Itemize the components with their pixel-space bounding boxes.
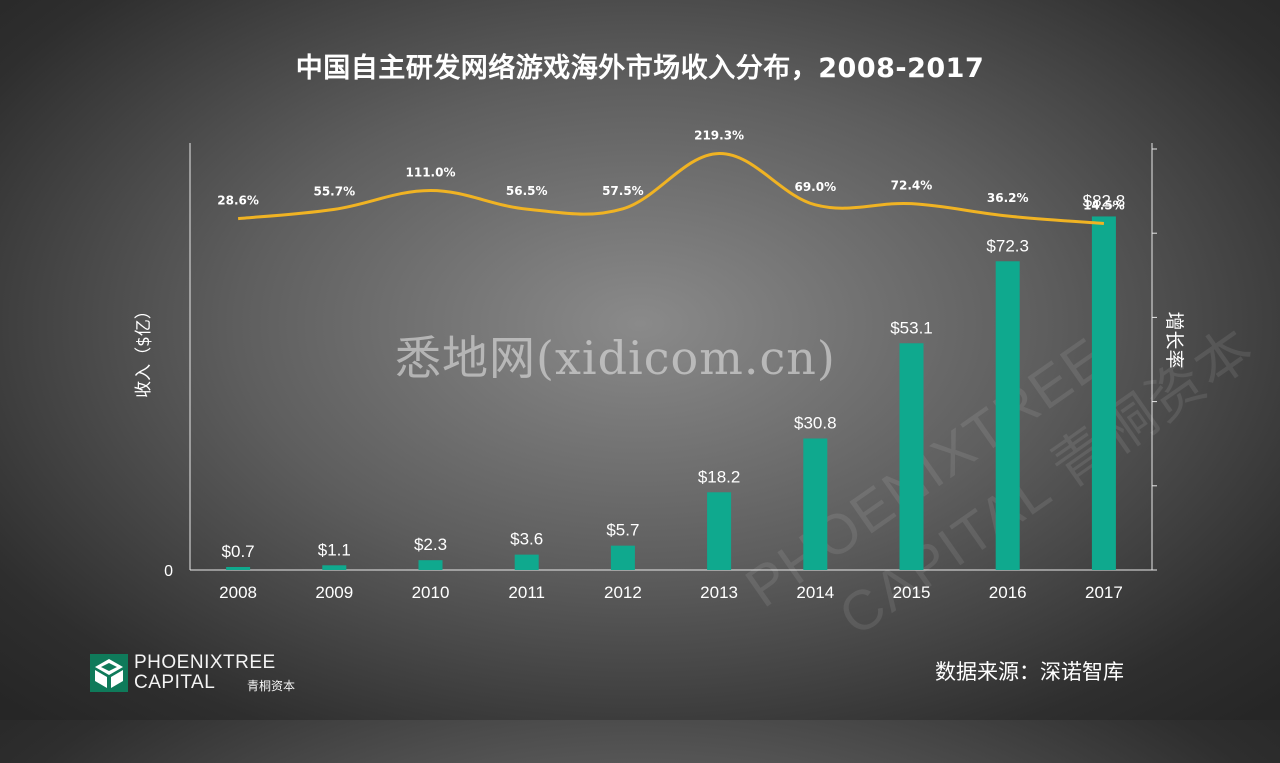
growth-value-label: 36.2% — [987, 191, 1029, 205]
logo-name-line1: PHOENIXTREE — [134, 652, 276, 674]
x-tick-label: 2011 — [508, 583, 545, 602]
x-tick-label: 2016 — [989, 583, 1027, 602]
bar-value-label: $0.7 — [222, 542, 255, 561]
growth-line — [238, 153, 1104, 223]
bar-value-label: $2.3 — [414, 535, 447, 554]
growth-value-label: 57.5% — [602, 184, 644, 198]
bar-value-label: $1.1 — [318, 540, 351, 559]
y-axis-label-right: 增长率 — [1163, 290, 1189, 390]
growth-value-label: 14.5% — [1083, 198, 1125, 212]
logo-name-chinese: 青桐资本 — [247, 677, 295, 694]
bar — [803, 438, 827, 570]
bar — [900, 343, 924, 570]
growth-value-label: 111.0% — [406, 165, 456, 179]
growth-value-label: 56.5% — [506, 184, 548, 198]
bar-value-label: $72.3 — [986, 236, 1029, 255]
bar-value-label: $53.1 — [890, 318, 933, 337]
x-tick-label: 2015 — [893, 583, 931, 602]
bar — [226, 567, 250, 570]
growth-value-label: 72.4% — [891, 179, 933, 193]
site-watermark: 悉地网(xidicom.cn) — [395, 322, 836, 388]
x-tick-label: 2009 — [315, 583, 353, 602]
phoenixtree-logo-icon — [90, 654, 128, 692]
x-tick-label: 2014 — [796, 583, 834, 602]
x-tick-label: 2017 — [1085, 583, 1123, 602]
bar — [611, 546, 635, 570]
growth-value-label: 55.7% — [313, 184, 355, 198]
bar-value-label: $5.7 — [606, 521, 639, 540]
x-tick-labels: 2008 2009 2010 2011 2012 2013 2014 2015 2016 2017 — [219, 583, 1123, 602]
bar-value-label: $3.6 — [510, 530, 543, 549]
x-tick-label: 2010 — [412, 583, 450, 602]
x-tick-label: 2012 — [604, 583, 642, 602]
growth-line-series — [238, 153, 1104, 223]
growth-value-label: 28.6% — [217, 194, 259, 208]
bar-value-label: $30.8 — [794, 413, 837, 432]
bar — [996, 261, 1020, 570]
bar — [419, 560, 443, 570]
x-tick-label: 2008 — [219, 583, 257, 602]
y-axis-label-left: 收入（$亿） — [129, 290, 153, 410]
growth-value-labels: 28.6% 55.7% 111.0% 56.5% 57.5% 219.3% 69.0% 72.… — [217, 128, 1124, 212]
bar — [707, 492, 731, 570]
bar-value-label: $18.2 — [698, 467, 741, 486]
bar — [1092, 216, 1116, 570]
x-tick-label: 2013 — [700, 583, 738, 602]
growth-value-label: 219.3% — [694, 128, 744, 142]
y-tick-label: 0 — [164, 563, 173, 580]
bar — [322, 565, 346, 570]
growth-value-label: 69.0% — [794, 180, 836, 194]
bar-series — [226, 216, 1116, 570]
data-source-note: 数据来源：深诺智库 — [935, 656, 1124, 686]
bar — [515, 555, 539, 570]
logo-name-line2: CAPITAL — [134, 672, 215, 694]
